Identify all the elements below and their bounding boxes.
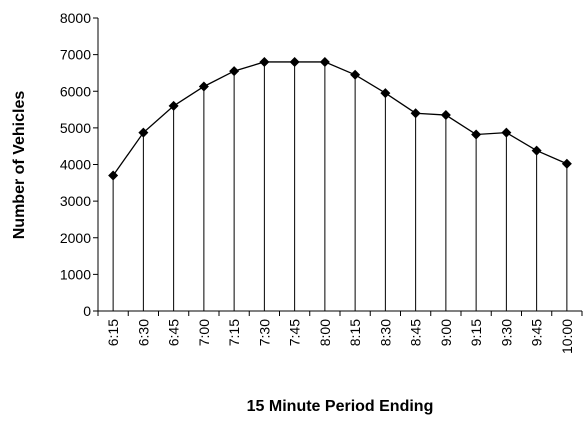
marker [471,129,482,140]
y-tick-label: 3000 [60,193,91,209]
x-tick-label: 8:00 [317,319,333,346]
y-tick-label: 2000 [60,230,91,246]
x-tick-label: 6:45 [166,319,182,346]
marker [440,110,451,121]
x-tick-label: 6:30 [135,319,151,346]
y-tick-label: 8000 [60,10,91,26]
x-tick-label: 9:00 [438,319,454,346]
x-tick-label: 7:15 [226,319,242,346]
x-tick-label: 8:45 [408,319,424,346]
marker [350,69,361,80]
y-axis-title: Number of Vehicles [11,91,28,240]
x-tick-label: 10:00 [559,319,575,354]
x-tick-label: 9:15 [468,319,484,346]
marker [410,108,421,119]
x-tick-label: 9:45 [529,319,545,346]
marker [108,170,119,181]
x-tick-label: 7:45 [287,319,303,346]
x-tick-label: 8:15 [347,319,363,346]
x-tick-label: 8:30 [377,319,393,346]
marker [198,81,209,92]
marker [561,158,572,169]
y-tick-label: 6000 [60,83,91,99]
marker [229,66,240,77]
data-line [112,61,568,176]
marker [168,100,179,111]
y-tick-label: 5000 [60,120,91,136]
marker [501,127,512,138]
marker [259,56,270,67]
x-tick-label: 7:00 [196,319,212,346]
marker [531,145,542,156]
x-tick-label: 7:30 [256,319,272,346]
x-axis-title: 15 Minute Period Ending [247,398,434,415]
x-tick-label: 6:15 [105,319,121,346]
marker [319,56,330,67]
y-tick-label: 1000 [60,266,91,282]
x-tick-label: 9:30 [498,319,514,346]
y-tick-label: 7000 [60,47,91,63]
marker [289,56,300,67]
y-tick-label: 4000 [60,157,91,173]
marker [138,127,149,138]
marker [380,88,391,99]
y-tick-label: 0 [83,303,91,319]
